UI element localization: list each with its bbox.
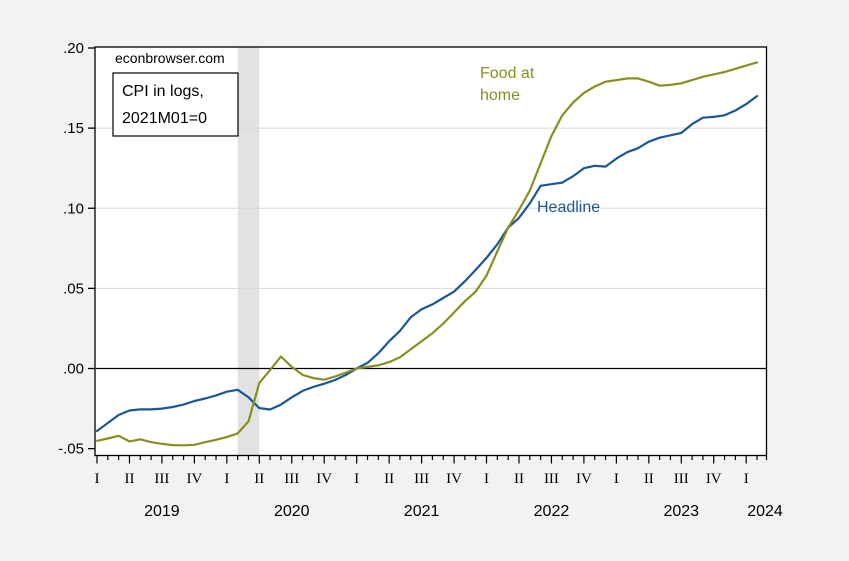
- y-tick-label: .00: [63, 361, 84, 378]
- quarter-label: II: [384, 471, 394, 487]
- y-tick-label: .10: [63, 200, 84, 217]
- quarter-label: I: [354, 471, 359, 487]
- quarter-label: IV: [186, 471, 202, 487]
- quarter-label: IV: [316, 471, 332, 487]
- recession-band: [237, 47, 260, 456]
- quarter-label: II: [254, 471, 264, 487]
- quarter-label: I: [484, 471, 489, 487]
- quarter-label: I: [614, 471, 619, 487]
- food-at-home-line: [95, 61, 759, 447]
- note-box: [112, 72, 239, 137]
- quarter-label: III: [414, 471, 429, 487]
- y-tick-label: -.05: [58, 441, 84, 458]
- plot-border: [94, 46, 768, 457]
- quarter-label: III: [154, 471, 169, 487]
- source-label: econbrowser.com: [115, 50, 225, 66]
- year-label: 2024: [747, 503, 783, 520]
- quarter-label: IV: [446, 471, 462, 487]
- y-tick-label: .15: [63, 120, 84, 137]
- quarter-labels: I II III IV I II III IV I II III IV I II III IV I II III IV…: [95, 471, 749, 487]
- y-tick-label: .20: [63, 40, 84, 57]
- recession-band-group: [237, 47, 260, 456]
- quarter-label: III: [284, 471, 299, 487]
- note-line-2: 2021M01=0: [122, 110, 207, 127]
- quarter-label: III: [674, 471, 689, 487]
- year-label: 2021: [404, 503, 440, 520]
- quarter-label: I: [744, 471, 749, 487]
- series-annotations: Food at home Headline: [480, 65, 600, 216]
- quarter-label: II: [124, 471, 134, 487]
- food-at-home-label: Food at: [480, 65, 535, 82]
- y-tick-label: .05: [63, 280, 84, 297]
- quarter-label: I: [95, 471, 100, 487]
- year-label: 2019: [144, 503, 180, 520]
- food-at-home-label: home: [480, 87, 520, 104]
- quarter-label: IV: [576, 471, 592, 487]
- quarter-label: II: [514, 471, 524, 487]
- headline-line: [95, 94, 759, 433]
- quarter-label: I: [224, 471, 229, 487]
- note-line-1: CPI in logs,: [122, 83, 204, 100]
- x-axis-ticks: [96, 455, 768, 464]
- year-label: 2020: [274, 503, 310, 520]
- quarter-label: II: [644, 471, 654, 487]
- year-label: 2022: [534, 503, 570, 520]
- quarter-label: IV: [706, 471, 722, 487]
- series-lines: [95, 61, 759, 447]
- y-axis-ticks: .20 .15 .10 .05 .00 -.05: [58, 40, 95, 458]
- headline-label: Headline: [537, 199, 600, 216]
- year-labels: 2019 2020 2021 2022 2023 2024: [144, 503, 783, 520]
- year-label: 2023: [663, 503, 699, 520]
- quarter-label: III: [544, 471, 559, 487]
